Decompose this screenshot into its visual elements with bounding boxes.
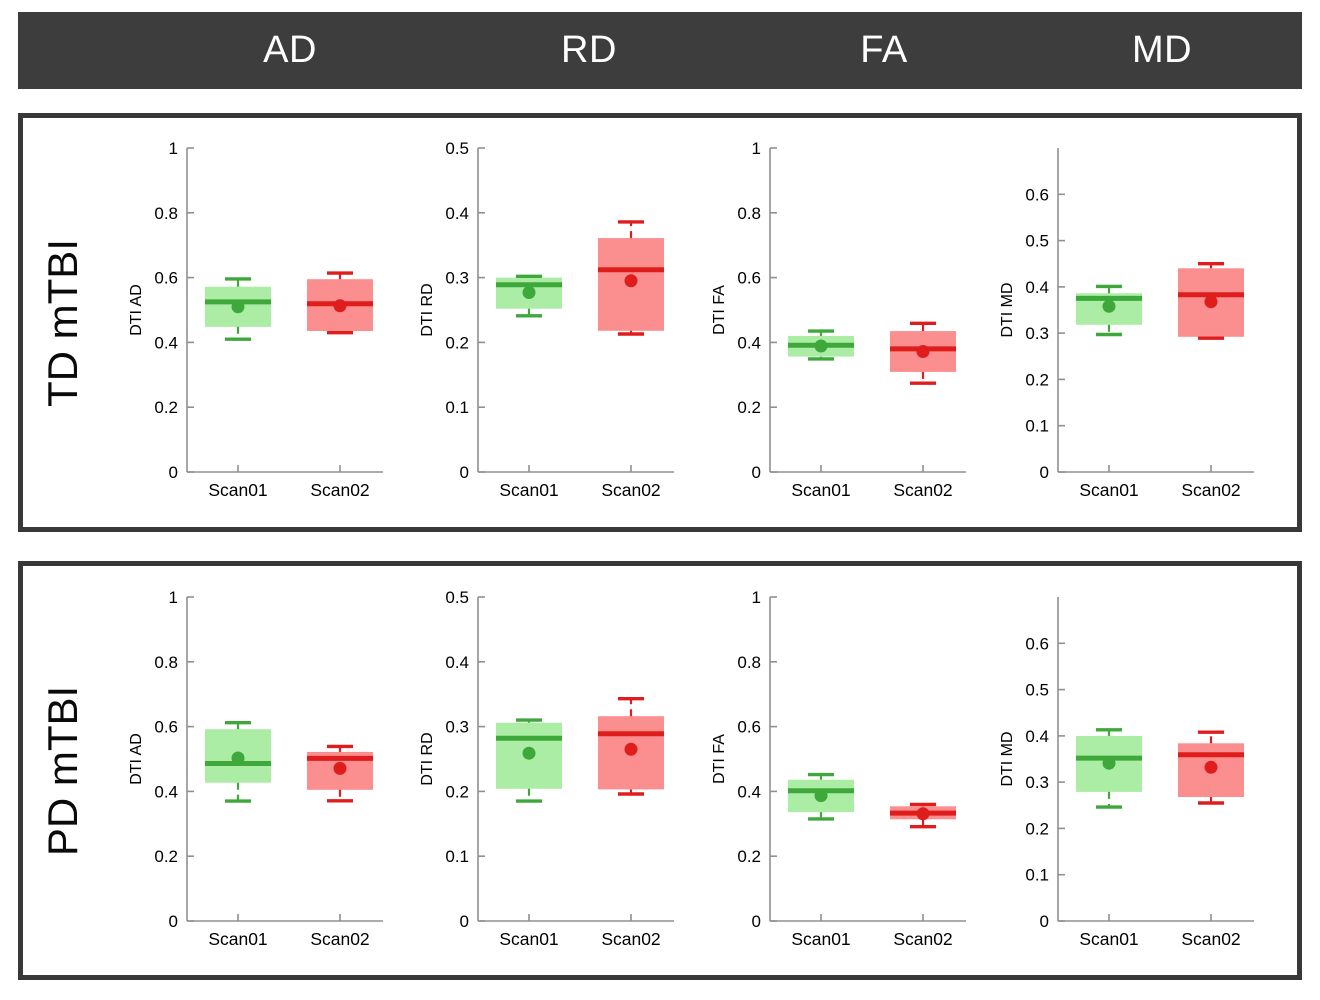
svg-text:DTI MD: DTI MD xyxy=(999,282,1016,337)
svg-text:0: 0 xyxy=(1040,463,1049,482)
svg-text:0.2: 0.2 xyxy=(445,333,469,352)
boxplot-td-ad: 0 0.2 0.4 0.6 0.8 1 Scan01 Scan02 DTI AD xyxy=(128,139,383,500)
svg-text:1: 1 xyxy=(752,588,761,607)
row-label-pd-mtbi: PD mTBI xyxy=(39,685,86,856)
svg-text:0.2: 0.2 xyxy=(445,782,469,801)
panel-td-mtbi: TD mTBI 0 0.2 0.4 0.6 0.8 1 Scan01 Scan02 DTI AD… xyxy=(18,113,1302,532)
svg-text:0.4: 0.4 xyxy=(154,333,178,352)
svg-text:0.4: 0.4 xyxy=(154,782,178,801)
svg-text:0.5: 0.5 xyxy=(1025,681,1049,700)
svg-text:0: 0 xyxy=(460,912,469,931)
svg-text:0.4: 0.4 xyxy=(445,204,469,223)
column-header-bar: AD RD FA MD xyxy=(18,12,1302,89)
svg-text:0.4: 0.4 xyxy=(1025,278,1049,297)
svg-text:0.5: 0.5 xyxy=(445,139,469,158)
svg-text:Scan02: Scan02 xyxy=(1181,480,1240,500)
boxplot-pd-rd: 0 0.1 0.2 0.3 0.4 0.5 Scan01 Scan02 DTI RD xyxy=(419,588,674,949)
svg-text:0.2: 0.2 xyxy=(737,398,761,417)
svg-text:0.4: 0.4 xyxy=(445,653,469,672)
row-label-wrap-pd: PD mTBI xyxy=(23,566,103,975)
boxplot-pd-ad: 0 0.2 0.4 0.6 0.8 1 Scan01 Scan02 DTI AD xyxy=(128,588,383,949)
svg-text:Scan01: Scan01 xyxy=(1079,480,1138,500)
svg-text:DTI FA: DTI FA xyxy=(711,285,728,335)
svg-text:Scan01: Scan01 xyxy=(791,480,850,500)
boxplot-td-fa: 0 0.2 0.4 0.6 0.8 1 Scan01 Scan02 DTI FA xyxy=(711,139,966,500)
svg-text:DTI RD: DTI RD xyxy=(419,732,436,785)
svg-text:0: 0 xyxy=(752,463,761,482)
svg-text:0.3: 0.3 xyxy=(445,718,469,737)
svg-text:Scan02: Scan02 xyxy=(893,929,952,949)
svg-text:0.4: 0.4 xyxy=(737,333,761,352)
svg-text:DTI AD: DTI AD xyxy=(128,284,145,336)
svg-text:0.3: 0.3 xyxy=(1025,773,1049,792)
svg-text:Scan01: Scan01 xyxy=(499,480,558,500)
svg-text:0.8: 0.8 xyxy=(154,653,178,672)
svg-text:0: 0 xyxy=(169,912,178,931)
row-label-wrap-td: TD mTBI xyxy=(23,118,103,527)
boxplot-pd-fa: 0 0.2 0.4 0.6 0.8 1 Scan01 Scan02 DTI FA xyxy=(711,588,966,949)
svg-text:0.2: 0.2 xyxy=(737,847,761,866)
svg-text:0.1: 0.1 xyxy=(1025,866,1049,885)
row-label-td-mtbi: TD mTBI xyxy=(39,238,87,407)
svg-text:Scan01: Scan01 xyxy=(791,929,850,949)
svg-text:Scan01: Scan01 xyxy=(499,929,558,949)
svg-text:1: 1 xyxy=(169,139,178,158)
svg-text:0.4: 0.4 xyxy=(737,782,761,801)
svg-text:Scan02: Scan02 xyxy=(601,929,660,949)
svg-text:Scan02: Scan02 xyxy=(1181,929,1240,949)
svg-text:0: 0 xyxy=(1040,912,1049,931)
svg-text:0: 0 xyxy=(460,463,469,482)
svg-text:Scan02: Scan02 xyxy=(310,929,369,949)
svg-text:Scan02: Scan02 xyxy=(310,480,369,500)
svg-text:0.6: 0.6 xyxy=(154,718,178,737)
svg-text:0.6: 0.6 xyxy=(1025,634,1049,653)
svg-text:Scan01: Scan01 xyxy=(208,929,267,949)
svg-text:DTI FA: DTI FA xyxy=(711,734,728,784)
column-header-md: MD xyxy=(1131,29,1193,71)
svg-text:0.8: 0.8 xyxy=(737,204,761,223)
svg-text:0.1: 0.1 xyxy=(445,398,469,417)
svg-text:0.2: 0.2 xyxy=(154,847,178,866)
svg-text:1: 1 xyxy=(752,139,761,158)
svg-text:0.5: 0.5 xyxy=(445,588,469,607)
column-header-fa: FA xyxy=(860,29,908,71)
column-header-ad: AD xyxy=(263,29,317,71)
svg-text:0.8: 0.8 xyxy=(737,653,761,672)
svg-text:DTI RD: DTI RD xyxy=(419,283,436,336)
boxplot-pd-md: 0 0.1 0.2 0.3 0.4 0.5 0.6 Scan01 Scan02 DTI MD xyxy=(999,597,1254,949)
svg-text:0.3: 0.3 xyxy=(445,269,469,288)
svg-text:Scan01: Scan01 xyxy=(1079,929,1138,949)
svg-text:Scan01: Scan01 xyxy=(208,480,267,500)
svg-text:0.2: 0.2 xyxy=(1025,370,1049,389)
svg-text:0.6: 0.6 xyxy=(1025,185,1049,204)
panel-pd-mtbi: PD mTBI 0 0.2 0.4 0.6 0.8 1 Scan01 Scan02 DTI AD… xyxy=(18,561,1302,980)
boxplot-td-md: 0 0.1 0.2 0.3 0.4 0.5 0.6 Scan01 Scan02 DTI MD xyxy=(999,148,1254,500)
svg-text:1: 1 xyxy=(169,588,178,607)
svg-text:0.2: 0.2 xyxy=(1025,819,1049,838)
svg-text:Scan02: Scan02 xyxy=(601,480,660,500)
svg-text:0: 0 xyxy=(169,463,178,482)
svg-text:0.4: 0.4 xyxy=(1025,727,1049,746)
svg-text:0.6: 0.6 xyxy=(737,269,761,288)
svg-text:0: 0 xyxy=(752,912,761,931)
svg-text:0.5: 0.5 xyxy=(1025,232,1049,251)
svg-text:0.8: 0.8 xyxy=(154,204,178,223)
svg-text:0.2: 0.2 xyxy=(154,398,178,417)
svg-text:DTI MD: DTI MD xyxy=(999,731,1016,786)
svg-text:0.6: 0.6 xyxy=(154,269,178,288)
column-header-rd: RD xyxy=(561,29,617,71)
svg-text:DTI AD: DTI AD xyxy=(128,733,145,785)
boxplot-td-rd: 0 0.1 0.2 0.3 0.4 0.5 Scan01 Scan02 DTI RD xyxy=(419,139,674,500)
svg-text:0.3: 0.3 xyxy=(1025,324,1049,343)
svg-text:0.1: 0.1 xyxy=(1025,417,1049,436)
svg-text:0.6: 0.6 xyxy=(737,718,761,737)
svg-text:0.1: 0.1 xyxy=(445,847,469,866)
svg-text:Scan02: Scan02 xyxy=(893,480,952,500)
